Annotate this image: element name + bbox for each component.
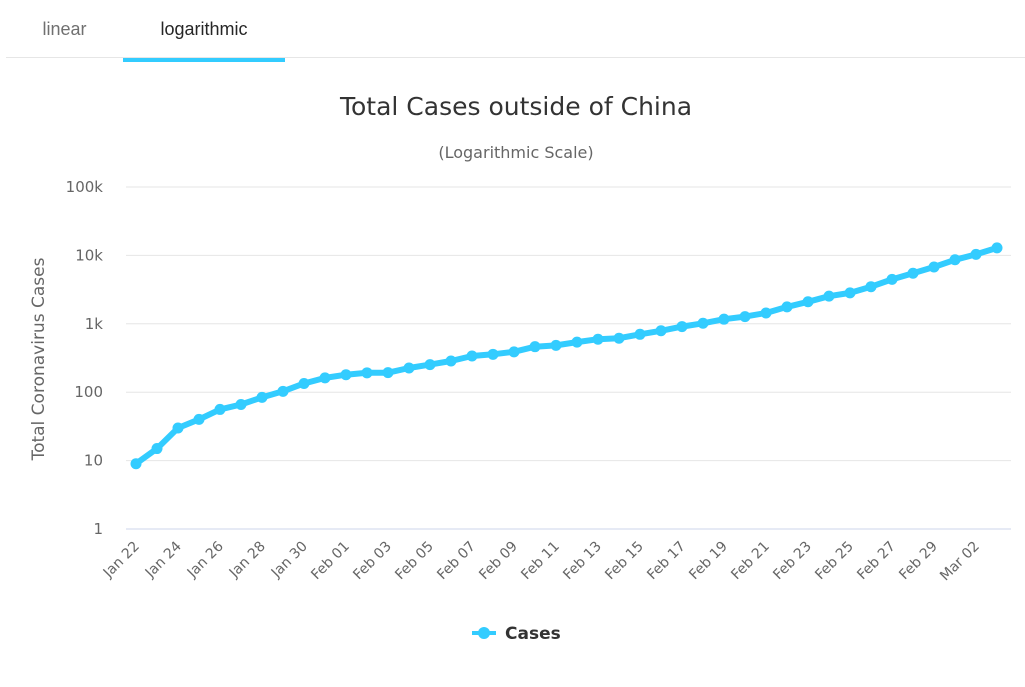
x-tick-label: Feb 13 <box>560 539 605 584</box>
x-tick-label: Feb 19 <box>686 539 731 584</box>
data-point <box>361 367 373 379</box>
data-point <box>424 359 436 371</box>
x-tick-label: Feb 27 <box>854 539 899 584</box>
data-point <box>571 336 583 348</box>
line-chart: Total Cases outside of China (Logarithmi… <box>29 92 1011 644</box>
data-point <box>949 254 961 266</box>
data-point <box>130 458 142 470</box>
x-tick-label: Feb 09 <box>476 539 521 584</box>
data-point <box>382 367 394 379</box>
legend-symbol-marker <box>478 627 490 639</box>
legend-item-cases[interactable]: Cases <box>505 624 561 644</box>
data-point <box>592 333 604 345</box>
data-point <box>634 328 646 340</box>
y-tick-label: 10k <box>75 246 103 264</box>
data-point <box>508 346 520 358</box>
x-tick-label: Feb 03 <box>350 539 395 584</box>
y-tick-label: 100 <box>74 383 103 401</box>
data-point <box>256 391 268 403</box>
x-tick-label: Jan 24 <box>142 538 185 581</box>
chart-title: Total Cases outside of China <box>339 92 692 121</box>
legend[interactable]: Cases <box>472 624 561 644</box>
x-tick-label: Feb 25 <box>812 539 857 584</box>
data-point <box>823 290 835 302</box>
data-point <box>151 443 163 455</box>
x-tick-label: Feb 23 <box>770 539 815 584</box>
x-tick-label: Jan 22 <box>100 539 143 582</box>
data-point <box>214 403 226 415</box>
y-axis-ticks: 1 10 100 1k 10k 100k <box>66 178 104 538</box>
data-point <box>781 301 793 313</box>
x-tick-label: Jan 28 <box>226 539 269 582</box>
data-point <box>172 422 184 434</box>
data-point <box>487 348 499 360</box>
data-point <box>760 307 772 319</box>
x-tick-label: Jan 26 <box>184 538 227 581</box>
y-tick-label: 10 <box>84 452 103 470</box>
data-point <box>340 369 352 381</box>
series-line-cases <box>133 244 1000 467</box>
tab-linear[interactable]: linear <box>42 19 87 39</box>
x-tick-label: Mar 02 <box>937 539 983 585</box>
x-tick-label: Feb 21 <box>728 539 773 584</box>
x-tick-label: Feb 05 <box>392 539 437 584</box>
data-point <box>676 321 688 333</box>
y-tick-label: 1 <box>93 520 103 538</box>
series-points-cases <box>130 242 1003 470</box>
x-tick-label: Feb 01 <box>308 539 353 584</box>
y-tick-label: 1k <box>85 315 104 333</box>
data-point <box>739 311 751 323</box>
data-point <box>655 325 667 337</box>
x-tick-label: Feb 15 <box>602 539 647 584</box>
data-point <box>529 341 541 353</box>
data-point <box>697 317 709 329</box>
y-tick-label: 100k <box>66 178 104 196</box>
x-tick-label: Feb 17 <box>644 539 689 584</box>
data-point <box>466 350 478 362</box>
data-point <box>970 248 982 260</box>
data-point <box>802 296 814 308</box>
tab-logarithmic-label: logarithmic <box>160 19 248 39</box>
x-tick-label: Feb 07 <box>434 539 479 584</box>
data-point <box>235 399 247 411</box>
y-grid <box>126 186 1011 530</box>
x-tick-label: Jan 30 <box>268 539 311 582</box>
chart-subtitle: (Logarithmic Scale) <box>438 143 593 162</box>
data-point <box>991 242 1003 254</box>
data-point <box>928 261 940 273</box>
data-point <box>319 372 331 384</box>
data-point <box>277 385 289 397</box>
data-point <box>865 281 877 293</box>
data-point <box>193 413 205 425</box>
data-point <box>907 267 919 279</box>
data-point <box>403 362 415 374</box>
y-axis-title: Total Coronavirus Cases <box>29 257 49 461</box>
active-tab-indicator <box>123 58 285 62</box>
x-tick-label: Feb 29 <box>896 539 941 584</box>
data-point <box>298 378 310 390</box>
data-point <box>718 313 730 325</box>
tab-logarithmic[interactable]: logarithmic <box>123 0 285 62</box>
data-point <box>844 287 856 299</box>
data-point <box>613 332 625 344</box>
data-point <box>445 355 457 367</box>
x-tick-label: Feb 11 <box>518 539 563 584</box>
data-point <box>886 273 898 285</box>
data-point <box>550 339 562 351</box>
scale-tab-bar: linear logarithmic <box>6 0 1025 62</box>
